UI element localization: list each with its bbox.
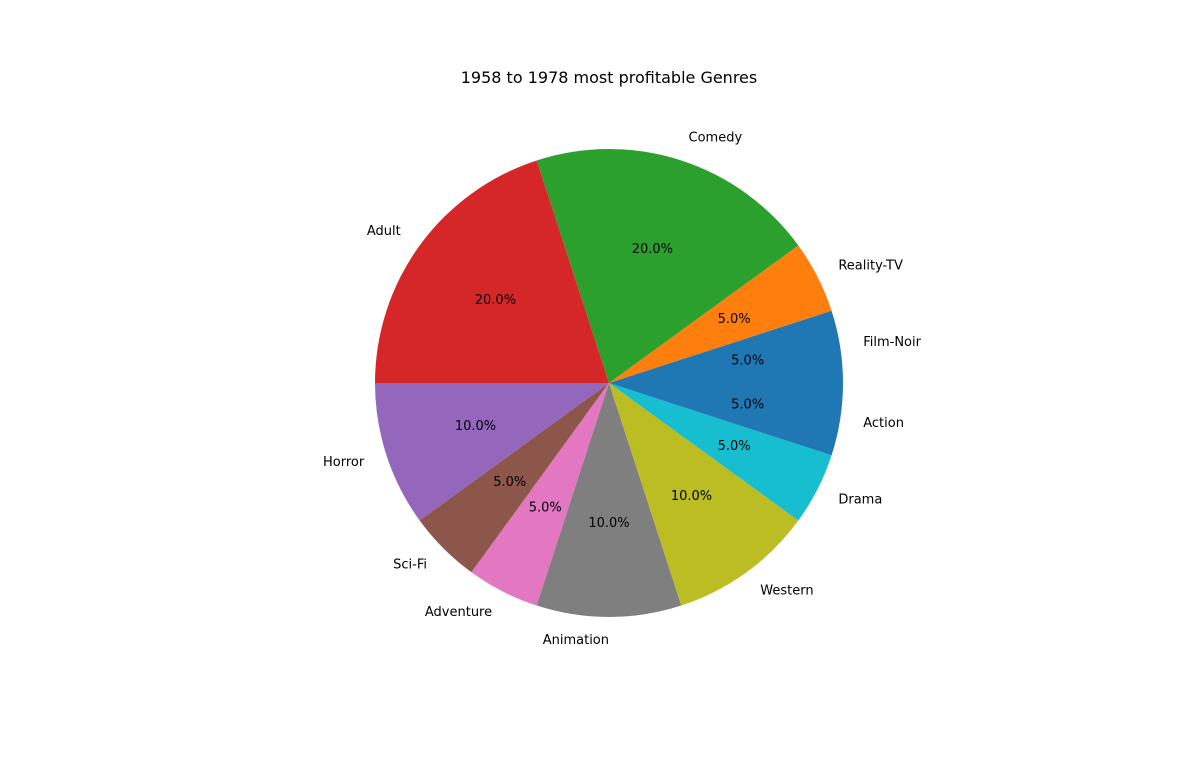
slice-label-animation: Animation xyxy=(543,633,609,648)
pie-slice-horror xyxy=(375,383,609,521)
pie-percent-labels: 5.0%5.0%20.0%20.0%10.0%5.0%5.0%10.0%10.0… xyxy=(455,242,764,531)
pie-slices xyxy=(375,149,843,617)
slice-percent-horror: 10.0% xyxy=(455,419,496,434)
slice-label-drama: Drama xyxy=(838,492,882,507)
slice-percent-adult: 20.0% xyxy=(475,293,516,308)
slice-percent-sci-fi: 5.0% xyxy=(493,475,526,490)
slice-label-comedy: Comedy xyxy=(689,131,743,146)
slice-percent-reality-tv: 5.0% xyxy=(718,312,751,327)
slice-percent-western: 10.0% xyxy=(671,489,712,504)
pie-slice-animation xyxy=(536,383,682,617)
pie-slice-reality-tv xyxy=(609,245,832,383)
slice-label-film-noir: Film-Noir xyxy=(863,335,921,350)
slice-percent-comedy: 20.0% xyxy=(632,242,673,257)
pie-slice-adventure xyxy=(471,383,609,606)
pie-slice-adult xyxy=(375,160,609,383)
pie-slice-action xyxy=(609,383,843,456)
slice-label-reality-tv: Reality-TV xyxy=(838,259,903,274)
slice-label-horror: Horror xyxy=(323,455,365,470)
pie-slice-drama xyxy=(609,383,832,521)
pie-slice-western xyxy=(609,383,799,606)
slice-percent-action: 5.0% xyxy=(731,397,764,412)
pie-slice-film-noir xyxy=(609,310,843,383)
pie-slice-sci-fi xyxy=(419,383,609,573)
pie-slice-comedy xyxy=(536,149,799,383)
slice-label-action: Action xyxy=(863,416,904,431)
slice-label-adult: Adult xyxy=(367,224,401,239)
slice-label-sci-fi: Sci-Fi xyxy=(393,558,427,573)
slice-percent-drama: 5.0% xyxy=(718,439,751,454)
slice-percent-adventure: 5.0% xyxy=(529,501,562,516)
slice-label-western: Western xyxy=(760,584,813,599)
chart-title: 1958 to 1978 most profitable Genres xyxy=(461,68,757,87)
slice-percent-film-noir: 5.0% xyxy=(731,354,764,369)
slice-percent-animation: 10.0% xyxy=(588,516,629,531)
pie-slice-labels: Film-Noir Reality-TV Comedy Adult Horror Sci-… xyxy=(323,131,922,648)
slice-label-adventure: Adventure xyxy=(425,605,492,620)
